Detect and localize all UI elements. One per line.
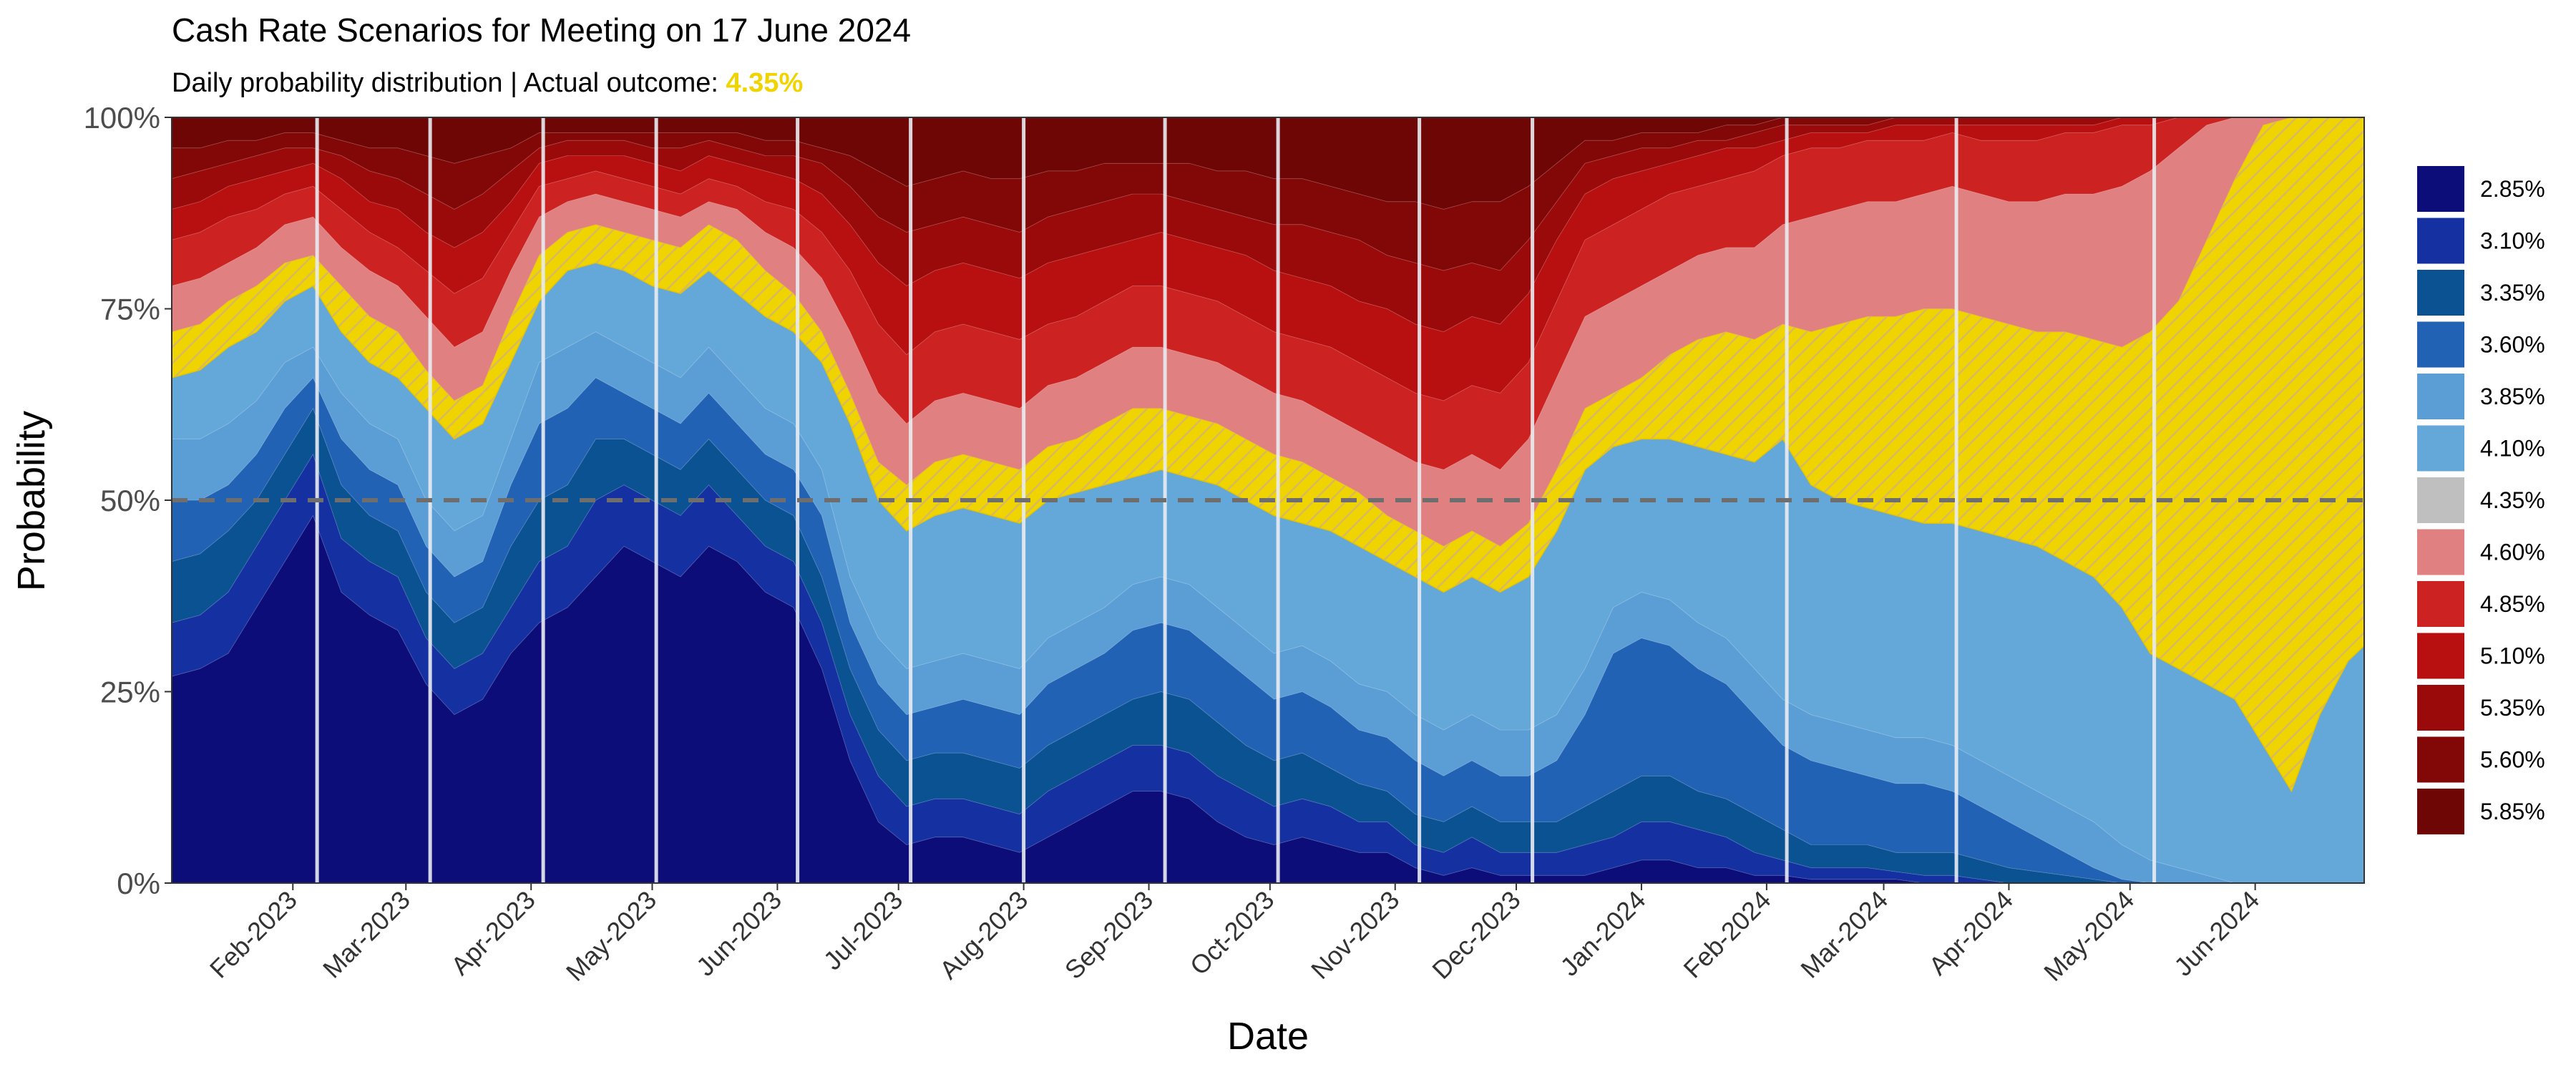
chart-subtitle: Daily probability distribution | Actual … — [172, 68, 803, 98]
x-tick-label: Feb-2024 — [1678, 885, 1777, 984]
x-tick-label: Mar-2024 — [1795, 885, 1893, 984]
chart-title: Cash Rate Scenarios for Meeting on 17 Ju… — [172, 11, 911, 49]
y-axis-title: Probability — [10, 411, 53, 591]
x-axis-title: Date — [1227, 1015, 1309, 1058]
legend-key-4-60pct — [2417, 529, 2464, 575]
y-tick-label: 100% — [84, 101, 160, 135]
legend-label: 5.60% — [2480, 747, 2545, 773]
legend-label: 4.60% — [2480, 540, 2545, 565]
x-tick-label: Feb-2023 — [204, 885, 303, 984]
legend-label: 3.85% — [2480, 384, 2545, 409]
legend-key-4-85pct — [2417, 581, 2464, 627]
area-5-85pct — [172, 117, 2364, 210]
legend-label: 2.85% — [2480, 176, 2545, 202]
legend-key-3-35pct — [2417, 270, 2464, 316]
legend-key-5-10pct — [2417, 633, 2464, 679]
legend-label: 4.85% — [2480, 591, 2545, 617]
x-tick-label: May-2024 — [2038, 885, 2140, 987]
area-4-35pct — [172, 117, 2364, 793]
legend-label: 3.35% — [2480, 280, 2545, 306]
x-tick-label: Nov-2023 — [1305, 885, 1405, 985]
legend-key-5-35pct — [2417, 685, 2464, 731]
x-tick-label: Jun-2024 — [2168, 885, 2265, 982]
x-tick-label: May-2023 — [560, 885, 662, 987]
x-tick-label: Sep-2023 — [1059, 885, 1158, 985]
legend-key-3-85pct — [2417, 374, 2464, 419]
subtitle-actual-outcome: 4.35% — [726, 68, 803, 98]
legend-label: 5.35% — [2480, 695, 2545, 721]
y-tick-label: 0% — [117, 867, 160, 900]
legend-key-5-60pct — [2417, 736, 2464, 783]
x-tick-label: Oct-2023 — [1184, 885, 1280, 981]
x-tick-label: Jan-2024 — [1554, 885, 1651, 982]
y-axis: 0% 25% 50% 75% 100% — [84, 101, 172, 900]
stacked-areas — [172, 117, 2364, 883]
x-tick-label: Jun-2023 — [691, 885, 787, 982]
y-tick-label: 75% — [100, 293, 160, 326]
x-tick-label: Dec-2023 — [1426, 885, 1526, 985]
x-tick-label: Apr-2024 — [1923, 885, 2019, 981]
legend-label: 3.10% — [2480, 228, 2545, 254]
legend-label: 4.10% — [2480, 436, 2545, 462]
legend-label: 5.85% — [2480, 799, 2545, 824]
x-axis: Feb-2023 Mar-2023 Apr-2023 May-2023 Jun-2023… — [204, 883, 2265, 987]
subtitle-prefix: Daily probability distribution | Actual … — [172, 68, 726, 98]
legend: 2.85% 3.10% 3.35% 3.60% 3.85% 4.10% 4.35% 4.60%… — [2417, 166, 2545, 834]
x-tick-label: Mar-2023 — [317, 885, 416, 984]
legend-key-3-60pct — [2417, 321, 2464, 368]
legend-key-3-10pct — [2417, 218, 2464, 264]
legend-label: 4.35% — [2480, 487, 2545, 513]
legend-label: 5.10% — [2480, 643, 2545, 669]
y-tick-label: 50% — [100, 484, 160, 517]
legend-label: 3.60% — [2480, 332, 2545, 358]
legend-key-2-85pct — [2417, 166, 2464, 212]
legend-key-4-35pct — [2417, 477, 2464, 523]
x-tick-label: Jul-2023 — [818, 885, 909, 976]
y-tick-label: 25% — [100, 676, 160, 709]
legend-key-4-10pct — [2417, 425, 2464, 472]
legend-key-5-85pct — [2417, 789, 2464, 834]
x-tick-label: Apr-2023 — [445, 885, 541, 981]
x-tick-label: Aug-2023 — [934, 885, 1033, 985]
